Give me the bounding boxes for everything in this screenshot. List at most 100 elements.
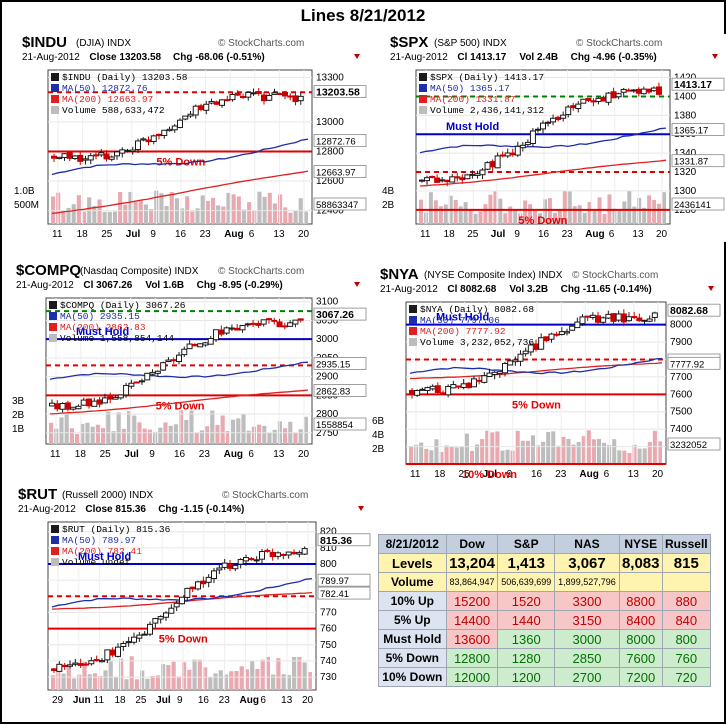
- candle-body: [140, 138, 147, 141]
- x-tick-label: 16: [175, 229, 187, 240]
- value-tag: [313, 134, 367, 148]
- table-cell: 12800: [445, 648, 499, 668]
- candle-body: [548, 333, 555, 340]
- x-tick-label: 18: [75, 449, 87, 460]
- volume-bar: [49, 422, 54, 444]
- volume-bar: [627, 453, 632, 464]
- x-tick-label: 23: [199, 449, 211, 460]
- volume-bar: [239, 666, 244, 690]
- volume-bar: [155, 675, 160, 690]
- value-tag-label: 1413.17: [674, 79, 712, 91]
- volume-bar: [551, 431, 556, 464]
- volume-bar: [459, 446, 464, 464]
- table-cell: 1360: [497, 629, 556, 649]
- candle-body: [469, 173, 476, 176]
- volume-bar: [223, 674, 229, 690]
- chart-svg: $NYA (NYSE Composite Index) INDX © StockCh…: [372, 266, 721, 481]
- volume-bar: [216, 205, 221, 224]
- volume-bar: [171, 661, 176, 690]
- x-tick-label: Aug: [224, 229, 243, 240]
- chart-symbol: $COMPQ: [16, 262, 81, 279]
- y-tick-label: 2800: [316, 409, 339, 420]
- volume-bar: [81, 211, 87, 224]
- candle-body: [271, 319, 278, 322]
- table-row-10-up: 10% Up 15200 1520 3300 8800 880: [378, 591, 712, 611]
- table-cell: 14400: [445, 610, 499, 630]
- volume-bar: [547, 198, 552, 224]
- candle-body: [77, 663, 84, 666]
- candle-body: [114, 151, 120, 157]
- x-tick-label: 6: [609, 229, 615, 240]
- table-cell: 7200: [618, 667, 663, 687]
- candle-body: [419, 388, 426, 391]
- value-tag: [313, 307, 367, 321]
- chart-spx: $SPX (S&P 500) INDX © StockCharts.com 21-Au…: [380, 34, 726, 242]
- volume-bar: [433, 200, 438, 224]
- candle-body: [145, 139, 152, 143]
- chart-indu: $INDU (DJIA) INDX © StockCharts.com 21-Aug-…: [12, 34, 368, 242]
- candle-body: [103, 153, 110, 160]
- table-header-nyse: NYSE: [618, 534, 663, 554]
- volume-bar: [231, 194, 236, 224]
- volume-bar: [293, 210, 298, 224]
- table-cell: 15200: [445, 591, 499, 611]
- x-tick-label: 13: [273, 449, 285, 460]
- legend-entry: $COMPQ (Daily) 3067.26: [60, 300, 186, 311]
- volume-bar: [533, 210, 538, 224]
- y-tick-label: 8000: [670, 320, 693, 331]
- level-label: 5% Down: [518, 215, 567, 227]
- candle-body: [540, 122, 546, 130]
- volume-bar: [556, 445, 561, 464]
- volume-bar: [271, 674, 276, 690]
- volume-bar: [197, 659, 202, 690]
- volume-bar: [478, 211, 483, 224]
- candle-body: [213, 329, 220, 341]
- candle-body: [580, 98, 587, 104]
- candle-body: [574, 321, 581, 329]
- candle-body: [66, 152, 73, 159]
- value-tag-label: 13203.58: [316, 87, 360, 99]
- legend-swatch: [51, 106, 59, 114]
- candle-body: [88, 660, 95, 665]
- volume-bar: [429, 450, 434, 464]
- candle-body: [82, 158, 89, 161]
- table-cell: 8800: [618, 591, 663, 611]
- candle-body: [620, 88, 627, 93]
- x-tick-label: Aug: [224, 449, 243, 460]
- volume-bar: [458, 206, 463, 224]
- volume-bar: [419, 199, 423, 224]
- candle-body: [620, 313, 627, 323]
- volume-tick-label: 2B: [372, 444, 385, 455]
- candle-body: [255, 91, 262, 94]
- table-cell: 1200: [497, 667, 556, 687]
- value-tag: [313, 357, 367, 370]
- table-cell: 8,083: [618, 553, 663, 573]
- candle-body: [119, 149, 126, 154]
- volume-bar: [508, 206, 513, 224]
- candle-body: [147, 623, 153, 635]
- x-tick-label: Jul: [491, 229, 506, 240]
- x-tick-label: 25: [458, 469, 470, 480]
- x-tick-label: Jul: [156, 695, 171, 706]
- legend-swatch: [51, 73, 59, 81]
- candle-body: [631, 316, 638, 319]
- candle-body: [228, 327, 235, 330]
- volume-bar: [147, 429, 152, 444]
- volume-bar: [173, 424, 178, 444]
- candle-body: [595, 315, 601, 323]
- legend-swatch: [51, 84, 59, 92]
- legend-swatch: [419, 106, 427, 114]
- level-label: Must Hold: [76, 326, 129, 338]
- candle-body: [59, 403, 66, 410]
- candle-body: [486, 372, 493, 377]
- candle-body: [558, 331, 565, 336]
- volume-bar: [409, 446, 414, 464]
- volume-bar: [111, 431, 116, 444]
- chart-watermark: © StockCharts.com: [576, 38, 662, 49]
- candle-body: [234, 327, 241, 331]
- table-cell: 7600: [618, 648, 663, 668]
- candle-body: [519, 144, 526, 149]
- candle-body: [61, 664, 68, 668]
- table-cell: 815: [661, 553, 712, 573]
- volume-bar: [525, 440, 530, 464]
